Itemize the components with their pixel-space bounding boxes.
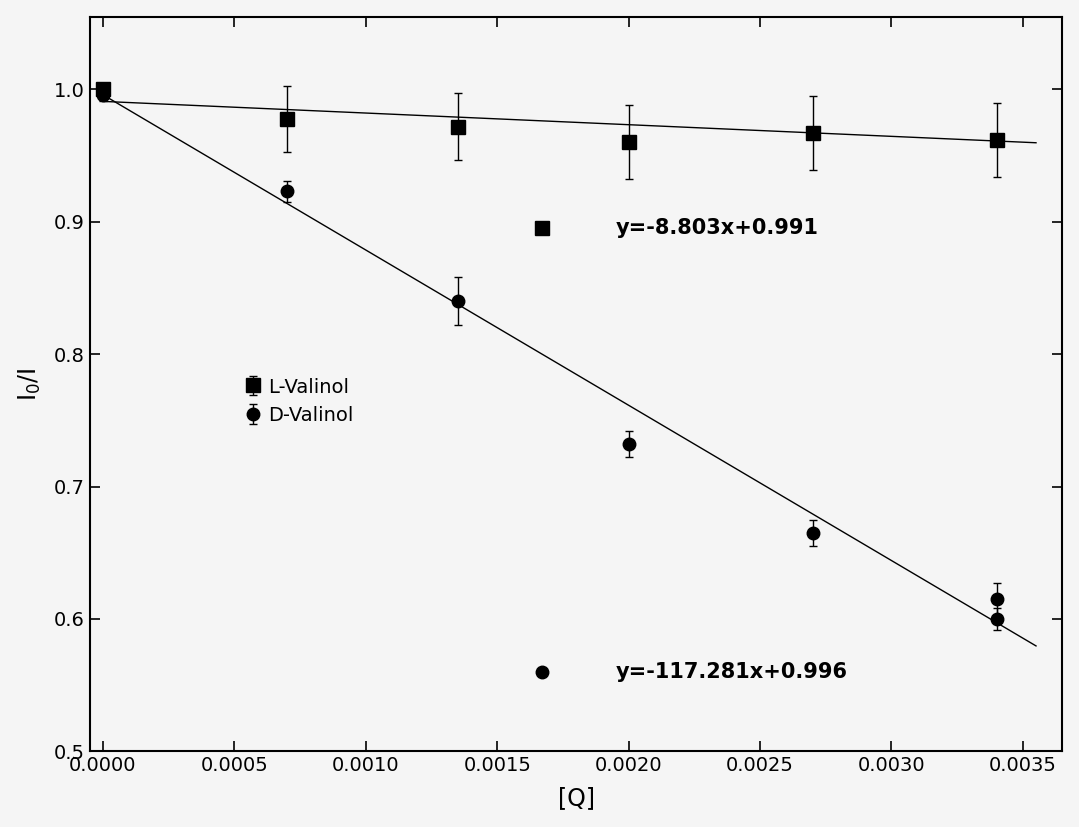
X-axis label: [Q]: [Q] [558,786,595,810]
Y-axis label: I$_{0}$/I: I$_{0}$/I [16,367,43,400]
Text: y=-8.803x+0.991: y=-8.803x+0.991 [615,218,819,238]
Text: y=-117.281x+0.996: y=-117.281x+0.996 [615,662,847,682]
Legend: L-Valinol, D-Valinol: L-Valinol, D-Valinol [241,370,361,433]
